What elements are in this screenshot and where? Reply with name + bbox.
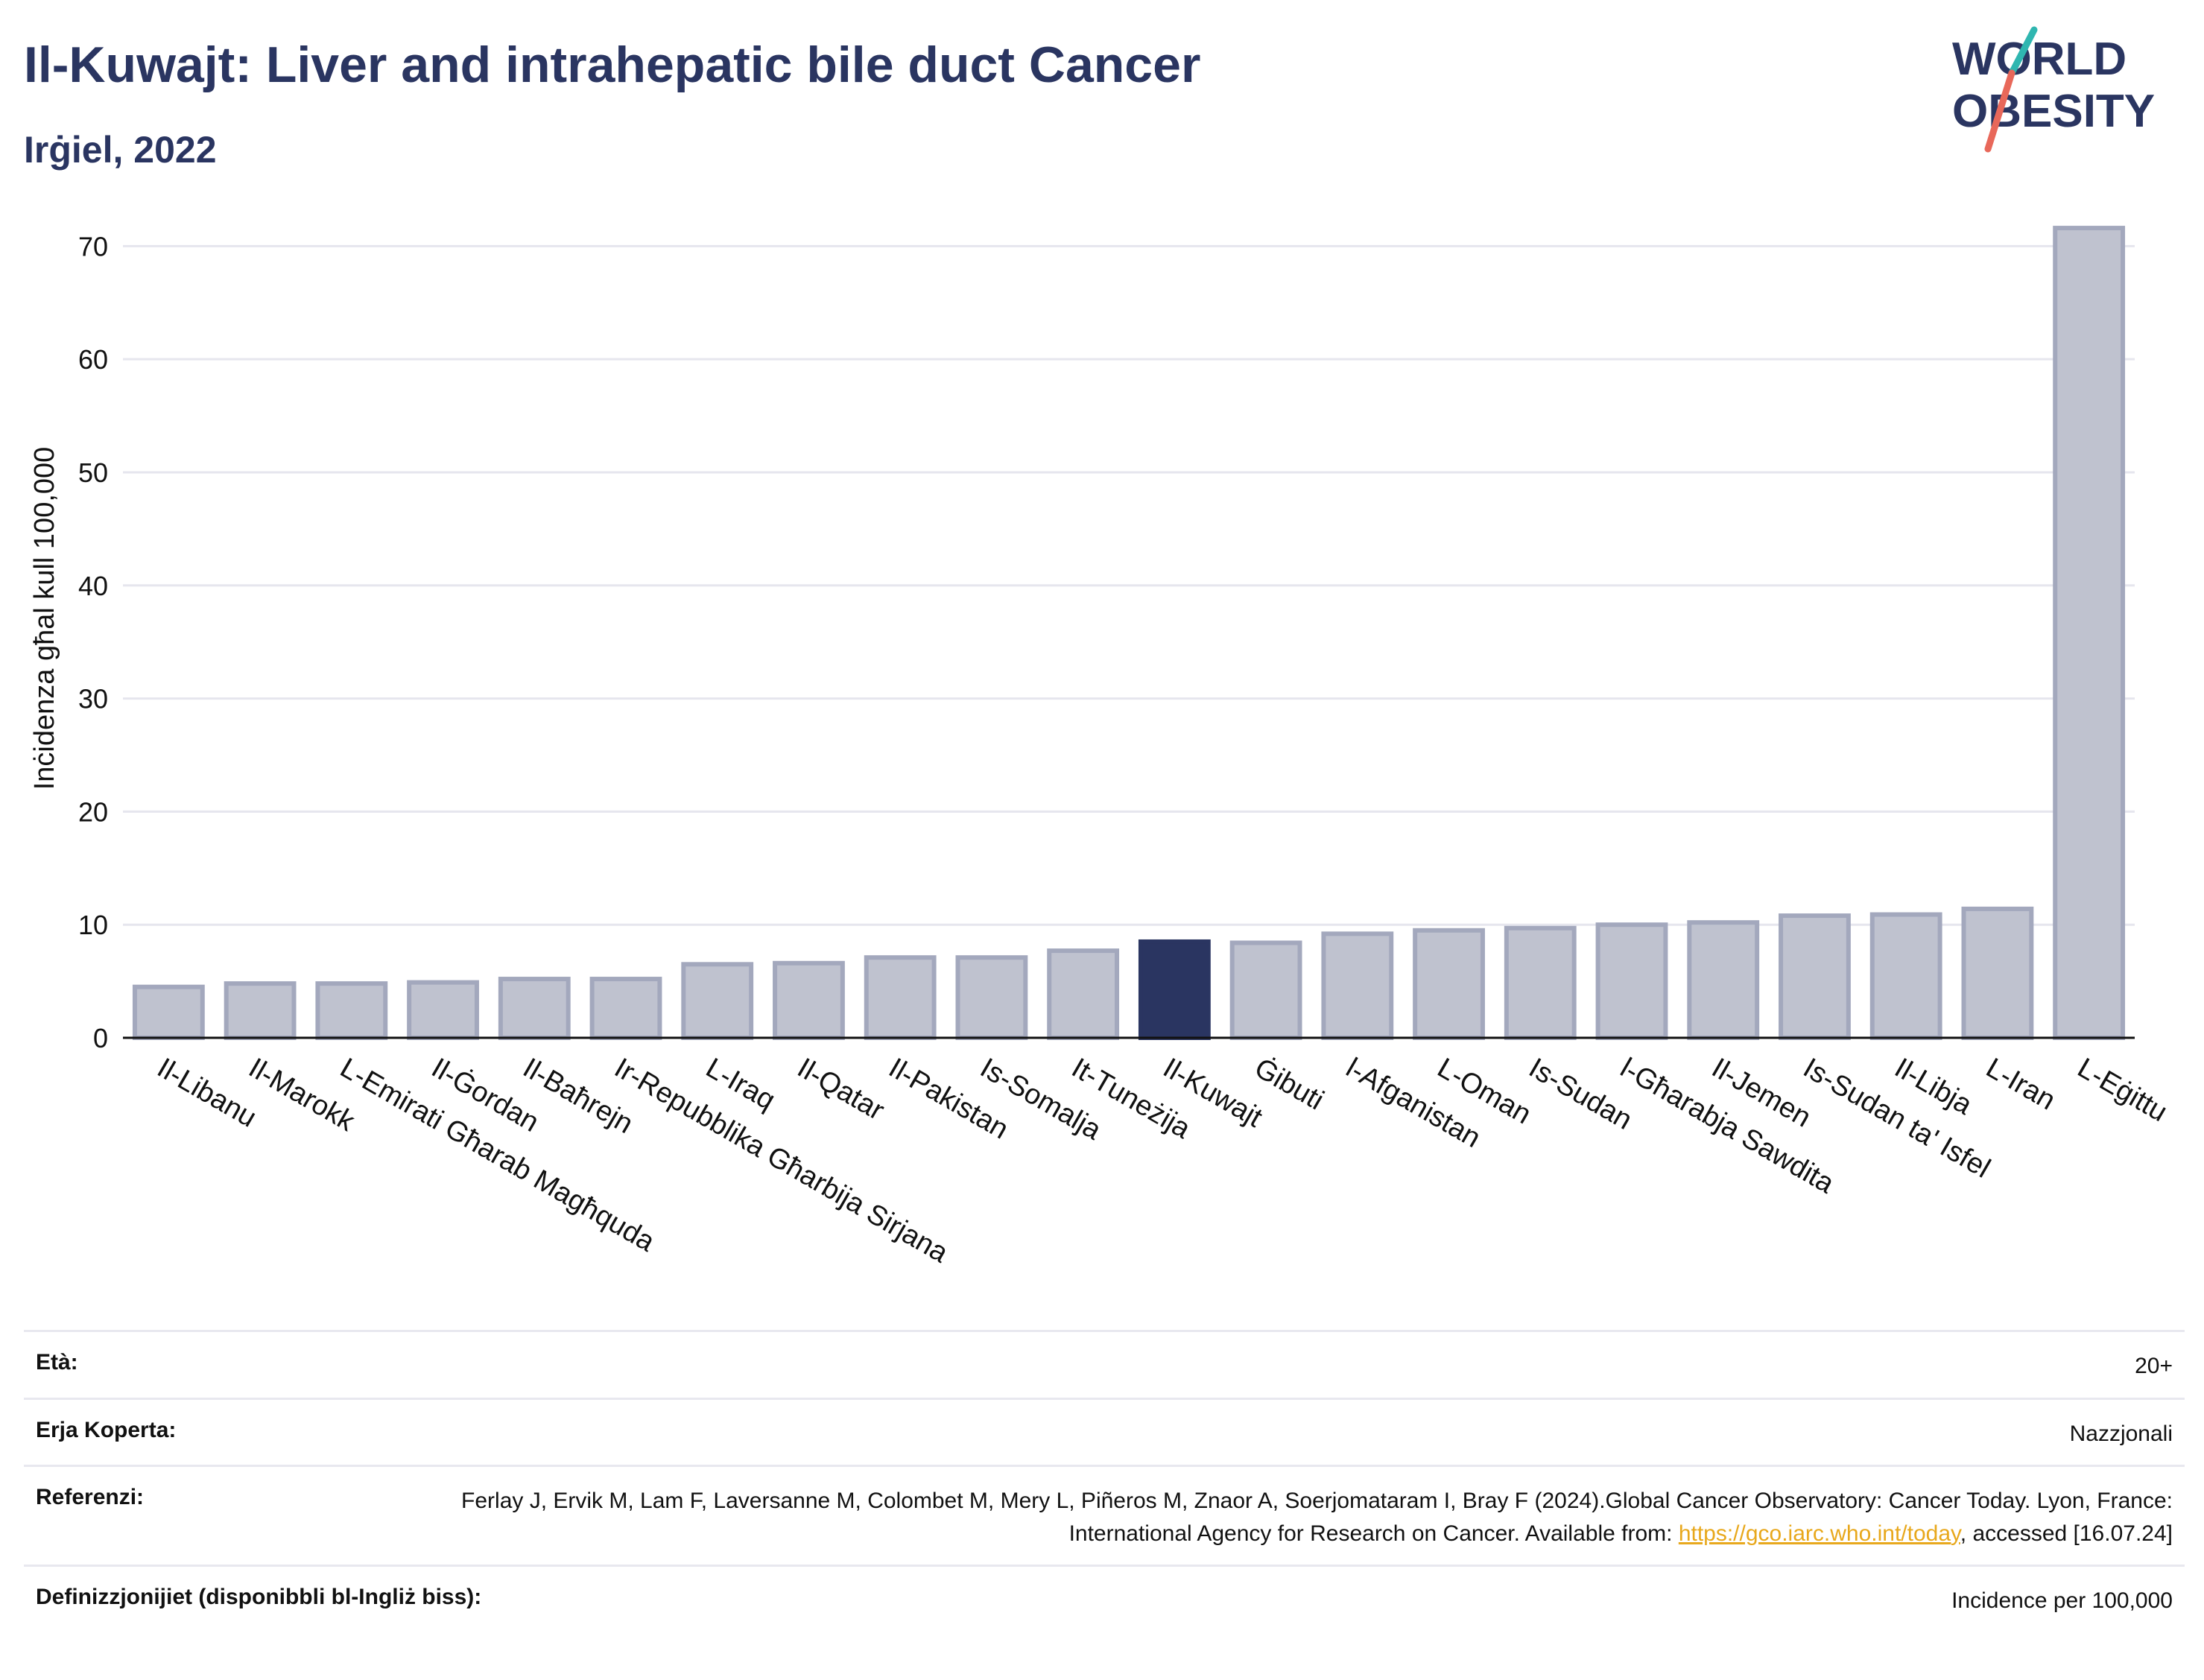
- bar: [1504, 925, 1577, 1041]
- bar: [1961, 906, 2034, 1040]
- grid-lines: [123, 244, 2135, 926]
- logo-slash-teal: [2008, 26, 2038, 77]
- info-label-age: Età:: [36, 1350, 78, 1375]
- y-tick-label: 20: [78, 796, 108, 827]
- bar: [681, 962, 754, 1041]
- x-tick-label: Il-Libanu: [152, 1052, 262, 1133]
- x-tick-label: L-Eġittu: [2072, 1052, 2172, 1128]
- bar: [407, 980, 479, 1040]
- bar: [864, 955, 937, 1040]
- reference-text: Ferlay J, Ervik M, Lam F, Laversanne M, …: [461, 1489, 2173, 1546]
- logo-slash-red: [1984, 69, 2015, 153]
- info-label-area: Erja Koperta:: [36, 1417, 177, 1442]
- bar: [315, 981, 388, 1040]
- info-label-references: Referenzi:: [36, 1485, 145, 1509]
- y-tick-label: 30: [78, 684, 108, 714]
- bar: [589, 977, 662, 1041]
- info-row-definitions: Definizzjonijiet (disponibbli bl-Ingliż …: [24, 1565, 2185, 1632]
- bar: [1687, 920, 1760, 1040]
- x-tick-label: L-Iran: [1980, 1052, 2060, 1116]
- bar: [498, 977, 571, 1041]
- bar: [1047, 948, 1120, 1041]
- y-tick-label: 10: [78, 910, 108, 940]
- info-value-definitions: Incidence per 100,000: [1951, 1588, 2173, 1613]
- world-obesity-logo: WORLD OBESITY: [1952, 26, 2155, 153]
- info-label-definitions: Definizzjonijiet (disponibbli bl-Ingliż …: [36, 1585, 482, 1609]
- info-table: Età: 20+ Erja Koperta: Nazzjonali Refere…: [24, 1330, 2185, 1632]
- bar: [1138, 939, 1211, 1041]
- bar: [1595, 922, 1668, 1041]
- y-tick-label: 60: [78, 344, 108, 375]
- x-tick-label: Il-Qatar: [792, 1052, 890, 1126]
- y-tick-labels: 0 10 20 30 40 50 60 70: [78, 231, 108, 1053]
- bar: [1229, 940, 1302, 1040]
- x-tick-label: Is-Sudan: [1524, 1052, 1638, 1135]
- bar: [224, 981, 297, 1040]
- reference-accessed: , accessed [16.07.24]: [1960, 1521, 2173, 1546]
- info-value-references: Ferlay J, Ervik M, Lam F, Laversanne M, …: [459, 1485, 2173, 1550]
- bar: [2053, 226, 2126, 1040]
- y-tick-label: 0: [93, 1023, 108, 1053]
- logo-text-world: WORLD: [1952, 34, 2127, 85]
- info-value-age: 20+: [2135, 1354, 2173, 1378]
- bar: [955, 955, 1028, 1040]
- info-row-references: Referenzi: Ferlay J, Ervik M, Lam F, Lav…: [24, 1465, 2185, 1565]
- y-axis-label: Inċidenza għal kull 100,000: [29, 447, 60, 790]
- info-row-area: Erja Koperta: Nazzjonali: [24, 1397, 2185, 1465]
- logo-text-obesity: OBESITY: [1952, 86, 2155, 137]
- reference-link[interactable]: https://gco.iarc.who.int/today: [1678, 1521, 1960, 1546]
- page-subtitle: Irġiel, 2022: [24, 129, 217, 171]
- bar: [1779, 913, 1851, 1041]
- y-tick-label: 50: [78, 457, 108, 488]
- info-row-age: Età: 20+: [24, 1330, 2185, 1398]
- bar: [132, 984, 205, 1040]
- x-tick-label: L-Emirati Għarab Magħquda: [335, 1052, 660, 1258]
- bar-chart: 0 10 20 30 40 50 60 70 Il-LibanuIl-MarokkL-Emir…: [29, 226, 2173, 1269]
- y-tick-label: 40: [78, 571, 108, 601]
- bars: [132, 226, 2126, 1041]
- bar: [1413, 928, 1485, 1040]
- bar: [773, 960, 845, 1041]
- page-title: Il-Kuwajt: Liver and intrahepatic bile d…: [24, 37, 1201, 93]
- info-value-area: Nazzjonali: [2069, 1421, 2173, 1446]
- bar: [1321, 931, 1394, 1040]
- bar: [1869, 912, 1942, 1041]
- y-tick-label: 70: [78, 231, 108, 261]
